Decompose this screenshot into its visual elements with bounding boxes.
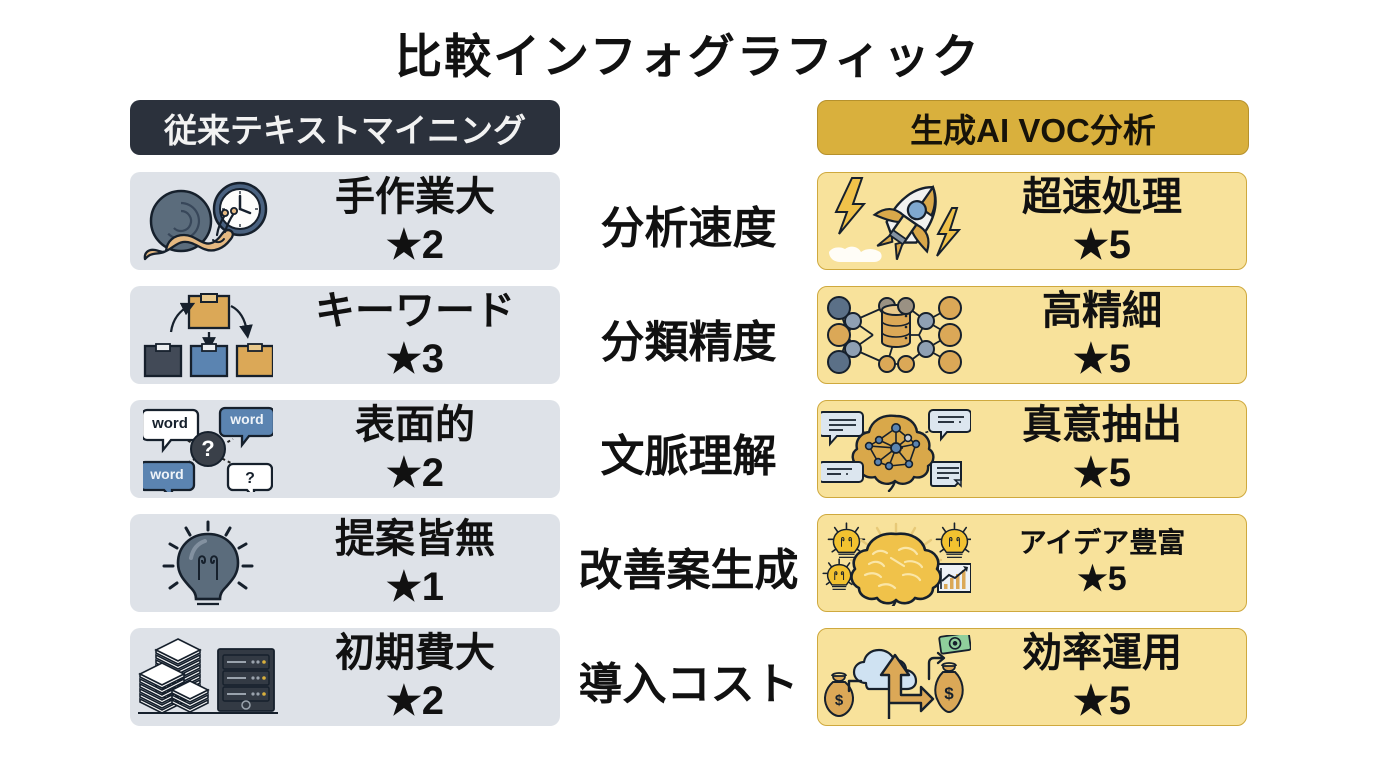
svg-text:?: ?: [245, 470, 255, 487]
svg-text:$: $: [834, 692, 843, 709]
svg-text:?: ?: [201, 436, 214, 461]
svg-text:word: word: [149, 466, 183, 482]
svg-text:word: word: [151, 415, 188, 432]
svg-text:word: word: [229, 411, 263, 427]
svg-text:$: $: [944, 684, 954, 703]
